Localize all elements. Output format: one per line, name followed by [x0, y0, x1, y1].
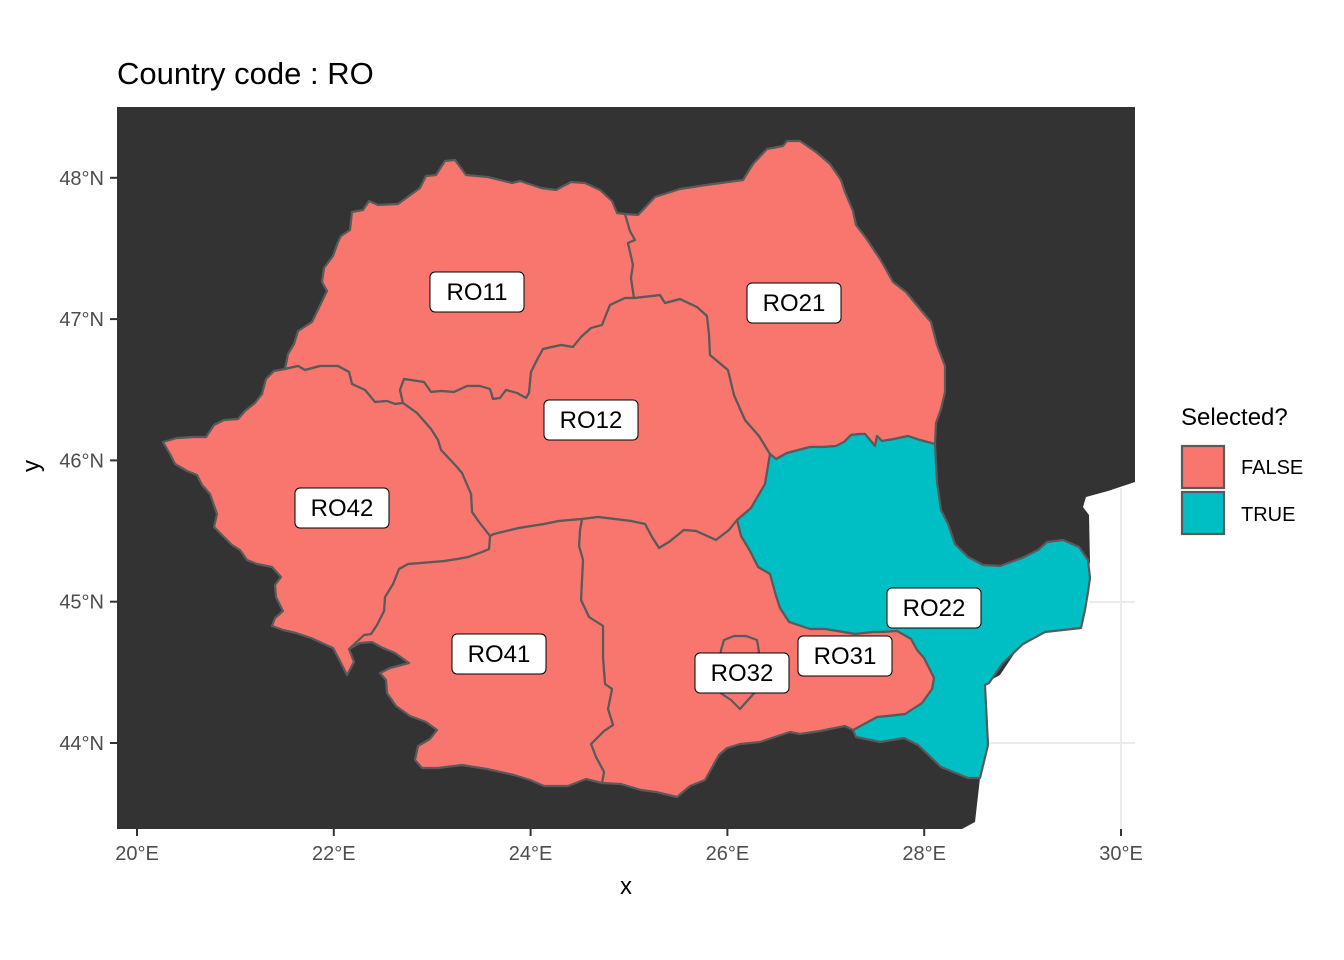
- region-label-ro32: RO32: [694, 652, 790, 694]
- legend-key-true: [1180, 490, 1226, 536]
- label-box: [886, 587, 982, 629]
- region-label-text: RO11: [447, 279, 508, 306]
- label-box: [429, 271, 525, 313]
- legend-key-false: [1180, 444, 1226, 490]
- y-tick-label: 47°N: [59, 309, 104, 331]
- legend-label-true: TRUE: [1241, 504, 1295, 526]
- region-label-ro12: RO12: [543, 399, 639, 441]
- region-label-text: RO22: [903, 595, 966, 622]
- legend: Selected? FALSE TRUE: [1180, 404, 1303, 536]
- plot-title: Country code : RO: [117, 56, 374, 91]
- x-tick-label: 26°E: [706, 843, 750, 865]
- x-tick-label: 22°E: [312, 843, 356, 865]
- region-label-text: RO42: [311, 495, 374, 522]
- x-tick-label: 28°E: [902, 843, 946, 865]
- y-tick-label: 46°N: [59, 450, 104, 472]
- label-box: [543, 399, 639, 441]
- grid-lines: [989, 488, 1135, 829]
- map-panel: RO11 RO21 RO12 RO42 RO22 RO41: [117, 107, 1135, 829]
- label-box: [694, 652, 790, 694]
- y-axis-title: y: [18, 460, 45, 472]
- y-tick-label: 48°N: [59, 168, 104, 190]
- region-label-text: RO31: [814, 643, 877, 670]
- region-label-text: RO32: [711, 660, 774, 687]
- region-label-ro31: RO31: [797, 635, 893, 677]
- region-label-text: RO41: [468, 641, 531, 668]
- region-label-ro21: RO21: [746, 282, 842, 324]
- y-tick-label: 44°N: [59, 733, 104, 755]
- legend-item-true: TRUE: [1180, 490, 1295, 536]
- x-tick-label: 30°E: [1099, 843, 1143, 865]
- x-axis-title: x: [620, 873, 632, 900]
- label-box: [294, 487, 390, 529]
- x-axis: 20°E 22°E 24°E 26°E 28°E 30°E: [115, 829, 1143, 865]
- legend-item-false: FALSE: [1180, 444, 1303, 490]
- region-label-text: RO21: [763, 290, 826, 317]
- legend-label-false: FALSE: [1241, 457, 1303, 479]
- region-label-text: RO12: [560, 407, 623, 434]
- label-box: [797, 635, 893, 677]
- y-tick-label: 45°N: [59, 592, 104, 614]
- label-box: [746, 282, 842, 324]
- region-label-ro22: RO22: [886, 587, 982, 629]
- region-label-ro41: RO41: [451, 633, 547, 675]
- legend-title: Selected?: [1181, 404, 1288, 431]
- region-labels: RO11 RO21 RO12 RO42 RO22 RO41: [294, 271, 982, 694]
- region-label-ro42: RO42: [294, 487, 390, 529]
- label-box: [451, 633, 547, 675]
- region-label-ro11: RO11: [429, 271, 525, 313]
- y-axis: 44°N 45°N 46°N 47°N 48°N: [59, 168, 117, 755]
- x-tick-label: 24°E: [509, 843, 553, 865]
- x-tick-label: 20°E: [115, 843, 159, 865]
